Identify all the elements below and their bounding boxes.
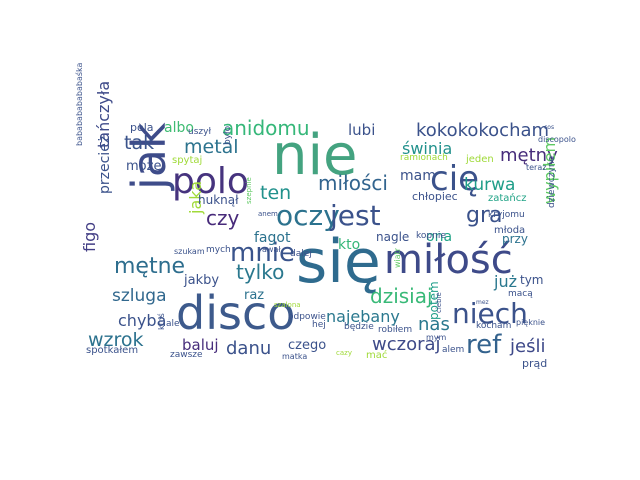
- word-4: miłość: [384, 237, 513, 283]
- word-22: gra: [466, 203, 503, 228]
- word-62: ramionach: [400, 153, 448, 163]
- word-15: miłości: [318, 171, 388, 195]
- word-2: się: [296, 227, 381, 297]
- word-46: mam: [400, 168, 436, 184]
- word-93: ciebie: [435, 292, 443, 313]
- word-55: raz: [244, 288, 265, 303]
- word-17: anidomu: [222, 116, 310, 140]
- word-74: dalej: [290, 249, 312, 259]
- word-18: tylko: [236, 260, 285, 284]
- word-38: baluj: [182, 336, 219, 354]
- word-98: mez: [476, 299, 489, 306]
- word-71: mych: [206, 245, 231, 255]
- word-19: mętny: [500, 145, 558, 166]
- word-3: disco: [176, 286, 296, 340]
- word-49: może: [126, 159, 162, 174]
- word-6: polo: [172, 161, 249, 202]
- word-57: chłopiec: [412, 190, 458, 203]
- word-99: cos: [544, 124, 555, 131]
- word-64: zatańcz: [488, 193, 527, 204]
- word-96: alem: [442, 345, 465, 355]
- word-23: czy: [206, 206, 240, 230]
- word-31: wzrok: [88, 329, 144, 351]
- word-61: spytaj: [172, 155, 203, 166]
- word-56: huknął: [198, 193, 239, 207]
- word-65: discopolo: [538, 135, 576, 144]
- word-83: kocham: [476, 321, 512, 331]
- word-87: spotkałem: [86, 345, 139, 356]
- word-14: kokokokocham: [416, 120, 550, 141]
- word-69: młoda: [494, 225, 526, 236]
- word-8: oczy: [276, 199, 340, 232]
- word-53: przy: [502, 232, 528, 246]
- word-47: czego: [288, 338, 327, 353]
- word-42: fagot: [254, 230, 291, 246]
- word-20: tak: [124, 132, 155, 154]
- word-11: mnie: [230, 238, 296, 268]
- word-68: dziewczyno: [547, 155, 557, 208]
- word-58: pola: [130, 121, 154, 134]
- word-37: lubi: [348, 121, 376, 139]
- word-30: danu: [226, 338, 272, 359]
- word-95: macą: [508, 289, 533, 299]
- word-86: odpowie: [288, 312, 326, 322]
- word-44: ona: [426, 229, 453, 245]
- word-80: hej: [312, 320, 326, 330]
- word-85: robiłem: [378, 325, 413, 335]
- word-40: przecież: [97, 135, 113, 194]
- word-60: było: [223, 125, 233, 145]
- word-43: kto: [338, 237, 361, 253]
- word-84: będzie: [344, 322, 374, 332]
- word-77: bababababababaśka: [75, 62, 84, 146]
- word-90: cazy: [336, 349, 352, 357]
- word-41: figo: [80, 221, 99, 252]
- word-88: zawsze: [170, 350, 203, 360]
- word-59: uszył: [188, 127, 212, 137]
- word-91: mać: [366, 350, 388, 361]
- word-25: kurwa: [464, 175, 516, 195]
- word-10: niech: [452, 297, 528, 330]
- word-92: mym: [426, 333, 447, 342]
- word-97: prąd: [522, 357, 548, 370]
- word-54: nagle: [376, 230, 410, 244]
- word-70: kopnie: [416, 231, 446, 241]
- word-63: jeden: [466, 154, 494, 165]
- word-48: albo: [164, 120, 194, 136]
- word-76: szepnie: [245, 177, 253, 204]
- word-52: tym: [520, 273, 544, 287]
- word-29: najebany: [326, 307, 400, 326]
- word-26: świnia: [402, 139, 453, 158]
- word-67: kryjomu: [488, 210, 525, 220]
- word-16: dzisiaj: [370, 284, 433, 308]
- word-81: szalona: [274, 301, 301, 309]
- word-89: matka: [282, 352, 308, 361]
- word-12: ref: [466, 330, 502, 360]
- word-73: awał: [262, 245, 281, 254]
- word-21: metal: [184, 136, 239, 158]
- word-9: jest: [330, 199, 381, 232]
- word-75: szukam: [174, 247, 205, 256]
- word-32: jeśli: [510, 336, 546, 357]
- word-33: nas: [418, 314, 450, 335]
- word-94: pięknie: [516, 318, 546, 327]
- word-34: chyba: [118, 311, 167, 330]
- word-13: mętne: [114, 254, 186, 279]
- word-66: teraz: [526, 163, 547, 172]
- word-27: szluga: [112, 286, 167, 306]
- word-79: ale: [166, 319, 180, 329]
- word-50: jakby: [184, 273, 220, 288]
- word-72: anem: [258, 210, 278, 218]
- word-82: wiatr: [393, 247, 402, 268]
- word-7: cię: [430, 159, 480, 199]
- word-45: już: [494, 272, 517, 291]
- word-28: wczoraj: [372, 334, 441, 355]
- word-78: ktoś: [157, 313, 166, 330]
- word-24: ten: [260, 182, 292, 204]
- word-1: nie: [272, 123, 358, 188]
